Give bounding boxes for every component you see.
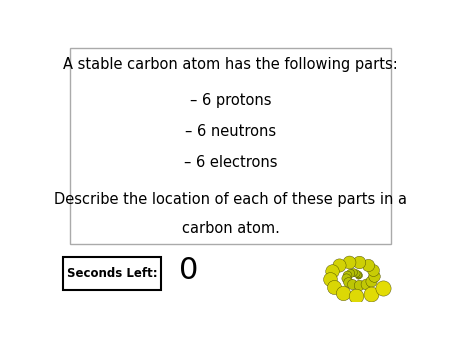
Point: [355, 282, 362, 288]
Text: – 6 electrons: – 6 electrons: [184, 155, 277, 170]
Point: [367, 291, 374, 297]
Text: Describe the location of each of these parts in a: Describe the location of each of these p…: [54, 192, 407, 207]
Point: [369, 268, 377, 273]
Point: [354, 271, 361, 276]
Point: [349, 270, 356, 275]
Text: A stable carbon atom has the following parts:: A stable carbon atom has the following p…: [63, 57, 398, 72]
Point: [345, 260, 352, 265]
Point: [379, 286, 387, 291]
Point: [362, 281, 369, 287]
Point: [328, 268, 335, 274]
Point: [345, 279, 352, 284]
Point: [326, 276, 333, 282]
Point: [354, 273, 361, 279]
Point: [343, 273, 351, 278]
Point: [352, 270, 360, 275]
Text: Seconds Left:: Seconds Left:: [67, 267, 158, 280]
Text: – 6 neutrons: – 6 neutrons: [185, 124, 276, 139]
Point: [339, 290, 346, 295]
Point: [330, 284, 337, 289]
Point: [335, 263, 342, 268]
Point: [346, 270, 353, 276]
Text: carbon atom.: carbon atom.: [182, 221, 279, 237]
Text: 0: 0: [179, 257, 198, 285]
Point: [364, 263, 372, 268]
Point: [356, 260, 363, 265]
Point: [371, 273, 378, 279]
Point: [355, 272, 362, 277]
Point: [342, 276, 350, 281]
Point: [349, 281, 356, 287]
Point: [353, 293, 360, 298]
FancyBboxPatch shape: [70, 48, 391, 244]
Text: – 6 protons: – 6 protons: [190, 93, 271, 107]
Point: [368, 278, 375, 284]
FancyBboxPatch shape: [63, 257, 161, 290]
